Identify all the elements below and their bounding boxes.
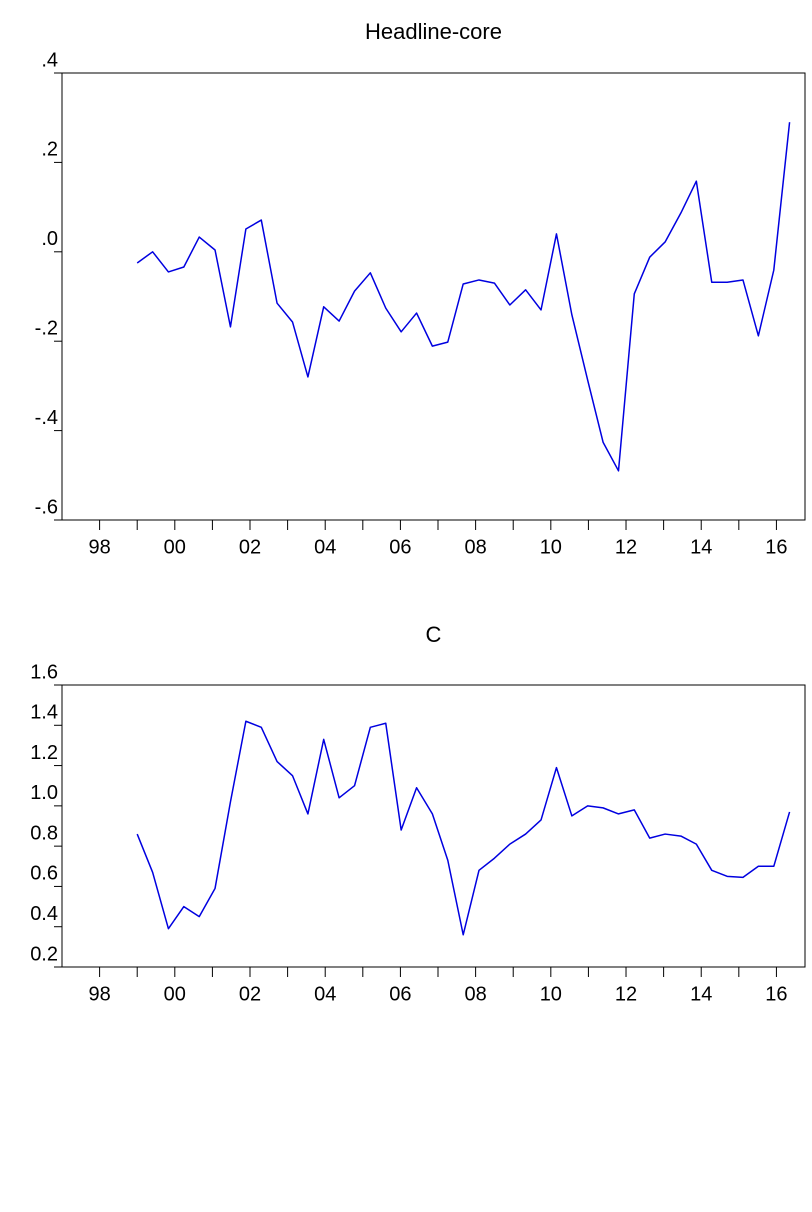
x-tick-label: 10 [540, 536, 562, 558]
x-tick-label: 06 [389, 536, 411, 558]
x-tick-label: 16 [765, 536, 787, 558]
x-tick-label: 14 [690, 536, 712, 558]
y-tick-label: -.2 [35, 317, 58, 339]
chart-title: C [426, 622, 442, 647]
plot-frame [61, 72, 806, 521]
x-tick-label: 00 [164, 983, 186, 1005]
x-tick-label: 06 [389, 983, 411, 1005]
data-line [136, 122, 791, 472]
x-tick-label: 04 [314, 536, 336, 558]
y-tick-label: .4 [41, 49, 58, 71]
x-tick-label: 00 [164, 536, 186, 558]
x-tick-label: 08 [464, 536, 486, 558]
y-tick-label: 0.8 [30, 822, 58, 844]
x-tick-label: 02 [239, 536, 261, 558]
plot-frame [61, 684, 806, 968]
y-tick-label: 1.0 [30, 782, 58, 804]
x-tick-label: 10 [540, 983, 562, 1005]
x-tick-label: 98 [88, 983, 110, 1005]
y-tick-label: -.4 [35, 407, 58, 429]
y-tick-label: .2 [41, 139, 58, 161]
x-tick-label: 12 [615, 983, 637, 1005]
x-tick-label: 12 [615, 536, 637, 558]
y-tick-label: 0.4 [30, 903, 58, 925]
x-tick-label: 04 [314, 983, 336, 1005]
x-tick-label: 08 [464, 983, 486, 1005]
y-tick-label: 1.2 [30, 742, 58, 764]
data-line [136, 720, 791, 936]
chart-title: Headline-core [365, 19, 502, 44]
y-tick-label: 1.4 [30, 702, 58, 724]
y-tick-label: .0 [41, 228, 58, 250]
x-tick-label: 02 [239, 983, 261, 1005]
y-tick-label: 0.2 [30, 943, 58, 965]
x-tick-label: 98 [88, 536, 110, 558]
y-tick-label: 1.6 [30, 661, 58, 683]
x-tick-label: 14 [690, 983, 712, 1005]
y-tick-label: 0.6 [30, 863, 58, 885]
y-tick-label: -.6 [35, 496, 58, 518]
x-tick-label: 16 [765, 983, 787, 1005]
